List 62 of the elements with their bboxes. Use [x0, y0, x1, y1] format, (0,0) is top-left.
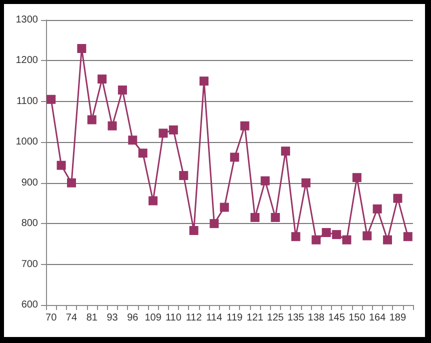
point [179, 171, 188, 180]
x-tick-label: 119 [226, 312, 243, 324]
point [322, 228, 331, 238]
point [87, 115, 96, 124]
point [56, 160, 66, 170]
x-tick-label: 121 [246, 312, 264, 324]
y-tick-label: 800 [21, 218, 38, 230]
x-tick-label: 70 [46, 312, 58, 324]
point [372, 204, 382, 214]
point [352, 173, 362, 182]
x-tick-label: 74 [66, 312, 78, 324]
point [98, 74, 107, 84]
point [158, 128, 168, 138]
y-tick-label: 700 [21, 258, 38, 270]
point [403, 232, 412, 242]
point [270, 212, 280, 222]
point [200, 76, 209, 86]
y-tick-label: 900 [21, 177, 38, 188]
x-tick-label: 135 [287, 312, 305, 324]
y-tick-label: 1000 [16, 136, 38, 148]
point [118, 86, 127, 95]
x-tick-label: 125 [267, 312, 284, 324]
x-tick-label: 145 [328, 312, 346, 324]
point [230, 152, 240, 162]
x-tick-label: 112 [186, 312, 202, 324]
point [281, 146, 290, 156]
point [291, 232, 300, 242]
point [240, 121, 250, 130]
x-tick-label: 114 [206, 312, 223, 324]
x-tick-label: 138 [308, 312, 325, 324]
point [393, 194, 402, 203]
point [128, 136, 138, 145]
y-tick-label: 1300 [16, 14, 38, 26]
y-tick-label: 1100 [16, 96, 38, 107]
x-tick-label: 109 [144, 312, 162, 324]
x-tick-label: 150 [348, 312, 366, 324]
x-tick-label: 189 [389, 312, 406, 324]
point [66, 178, 76, 188]
point [138, 148, 148, 158]
point [220, 202, 229, 212]
point [312, 235, 321, 244]
point [301, 178, 310, 188]
point [46, 94, 56, 104]
y-tick-label: 1200 [16, 55, 38, 66]
point [189, 226, 198, 235]
point [168, 125, 178, 134]
point [260, 176, 270, 186]
x-tick-label: 164 [368, 312, 386, 324]
point [108, 121, 117, 130]
x-tick-label: 110 [165, 312, 182, 324]
x-tick-label: 93 [106, 312, 118, 324]
x-tick-label: 96 [127, 312, 139, 324]
point [362, 231, 372, 240]
point [342, 235, 352, 244]
point [332, 230, 342, 240]
point [148, 196, 158, 206]
point [210, 219, 219, 228]
point [77, 44, 86, 53]
point [250, 212, 260, 222]
y-tick-label: 600 [21, 300, 38, 310]
x-tick-label: 81 [86, 312, 98, 324]
point [383, 235, 392, 244]
